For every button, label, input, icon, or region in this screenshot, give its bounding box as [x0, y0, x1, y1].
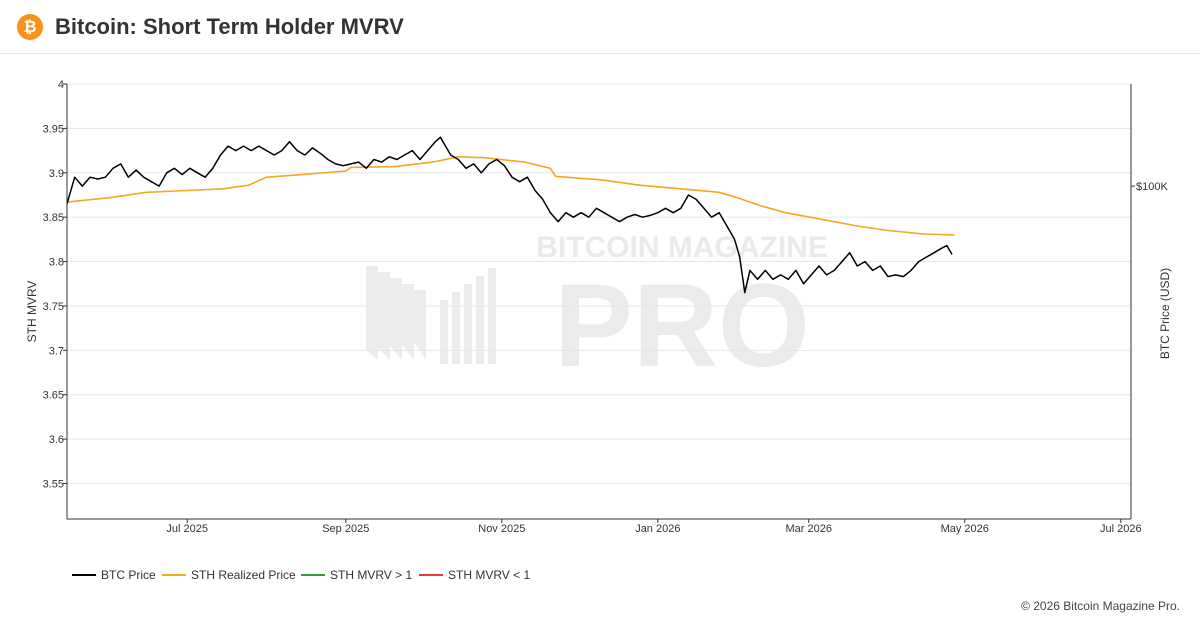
y2-axis-title: BTC Price (USD) [1158, 268, 1172, 359]
watermark-bar [452, 292, 460, 364]
axes: 3.55 3.6 3.65 3.7 3.75 3.8 3.85 3.9 3.95 4 Jul 202… [25, 79, 1172, 535]
watermark-line1: BITCOIN MAGAZINE [536, 231, 828, 264]
watermark-line2: PRO [554, 260, 810, 392]
copyright-text: © 2026 Bitcoin Magazine Pro. [1021, 599, 1180, 613]
page-title: Bitcoin: Short Term Holder MVRV [55, 13, 404, 39]
watermark-bar [464, 284, 472, 364]
legend-label: STH MVRV < 1 [448, 568, 530, 582]
watermark-bar [414, 290, 426, 360]
watermark-bar [440, 300, 448, 364]
watermark-bar [476, 276, 484, 364]
series-line-btc-price [66, 136, 953, 294]
x-tick-label: Mar 2026 [785, 523, 831, 535]
x-tick-label: Jul 2026 [1100, 523, 1142, 535]
chart-header: ₿ Bitcoin: Short Term Holder MVRV [0, 0, 1200, 54]
watermark-bar [378, 272, 390, 360]
y-tick-label: 3.7 [49, 345, 64, 357]
legend-label: BTC Price [101, 568, 156, 582]
watermark-bar [488, 268, 496, 364]
legend: BTC Price STH Realized Price STH MVRV > 1 S… [72, 568, 530, 582]
legend-label: STH Realized Price [191, 568, 296, 582]
series-lines [66, 136, 955, 294]
bitcoin-logo-icon: ₿ [17, 13, 43, 40]
y-tick-label: 3.75 [43, 301, 64, 313]
y2-tick-label: $100K [1136, 181, 1168, 193]
y-axis-title: STH MVRV [25, 281, 39, 343]
x-tick-label: Jan 2026 [635, 523, 680, 535]
watermark-bar [366, 266, 378, 360]
y-tick-label: 3.9 [49, 168, 64, 180]
y-tick-label: 3.85 [43, 212, 64, 224]
y-tick-label: 3.8 [49, 257, 64, 269]
y-tick-label: 3.55 [43, 478, 64, 490]
series-line-sth-realized-price [66, 156, 955, 236]
y-tick-label: 4 [58, 79, 64, 91]
y-tick-label: 3.95 [43, 123, 64, 135]
watermark-bar [402, 284, 414, 360]
y-tick-label: 3.65 [43, 390, 64, 402]
x-tick-label: Jul 2025 [166, 523, 208, 535]
watermark-bar [390, 278, 402, 360]
legend-label: STH MVRV > 1 [330, 568, 412, 582]
watermark-logo-icon [366, 266, 496, 364]
x-tick-label: Nov 2025 [478, 523, 525, 535]
x-tick-label: May 2026 [941, 523, 989, 535]
y-tick-label: 3.6 [49, 434, 64, 446]
x-tick-label: Sep 2025 [322, 523, 369, 535]
grid-lines [67, 83, 1131, 484]
